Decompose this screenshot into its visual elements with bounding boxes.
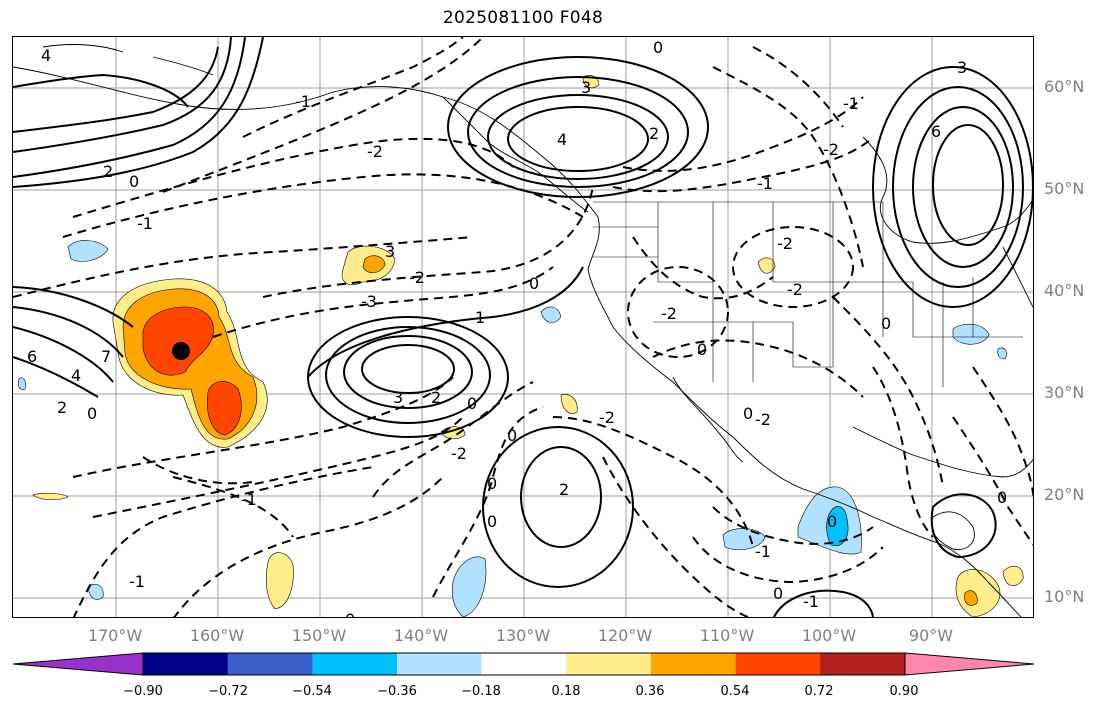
colorbar-segment <box>312 653 398 675</box>
contour-label: 2 <box>103 162 113 181</box>
contour-label: -2 <box>755 410 771 429</box>
colorbar-tick-label: −0.36 <box>377 684 417 699</box>
lat-label-10n: 10°N <box>1044 587 1085 606</box>
contour-label: -2 <box>661 304 677 323</box>
contour-label: -2 <box>409 268 425 287</box>
colorbar-segment <box>905 653 1034 675</box>
lon-label-160w: 160°W <box>189 626 245 645</box>
contour-label: 2 <box>649 124 659 143</box>
contour-label: 0 <box>529 274 539 293</box>
contour-label: 0 <box>87 404 97 423</box>
contour-label: 0 <box>345 610 355 618</box>
contour-label: 3 <box>385 242 395 261</box>
colorbar-segment <box>481 653 567 675</box>
colorbar <box>12 652 1035 676</box>
contour-label: -2 <box>777 234 793 253</box>
colorbar-segment <box>397 653 483 675</box>
colorbar-tick-label: 0.72 <box>804 684 834 699</box>
contour-label: -2 <box>367 142 383 161</box>
colorbar-segment <box>651 653 737 675</box>
colorbar-tick-label: 0.36 <box>635 684 665 699</box>
colorbar-tick-label: −0.72 <box>208 684 248 699</box>
coastlines <box>13 44 1033 617</box>
contours-dashed <box>13 37 1033 617</box>
colorbar-segment <box>13 653 143 675</box>
contour-label: 4 <box>557 130 567 149</box>
contours-solid <box>13 37 1033 617</box>
contour-label: -2 <box>599 408 615 427</box>
colorbar-segment <box>820 653 906 675</box>
contour-label: 0 <box>881 314 891 333</box>
contour-label: 2 <box>559 480 569 499</box>
contour-label: -1 <box>757 174 773 193</box>
colorbar-tick-label: −0.90 <box>123 684 163 699</box>
colorbar-tick-label: 0.90 <box>889 684 919 699</box>
contour-label: 0 <box>827 512 837 531</box>
colorbar-segments <box>13 653 1034 675</box>
contour-label: 2 <box>431 388 441 407</box>
contour-label: -1 <box>241 490 257 509</box>
lon-label-100w: 100°W <box>801 626 857 645</box>
contour-label: 0 <box>487 474 497 493</box>
state-borders <box>593 201 1023 387</box>
colorbar-tick-label: 0.18 <box>551 684 581 699</box>
contour-label: 2 <box>57 398 67 417</box>
contour-label: -1 <box>295 92 311 111</box>
contour-label: 3 <box>393 388 403 407</box>
contour-label: 7 <box>101 347 111 366</box>
contour-label: 0 <box>997 488 1007 507</box>
contour-label: -1 <box>843 94 859 113</box>
contour-label-group: 4 2 0 -1 -2 0 2 4 3 0 -2 -3 -1 -2 3 6 3 … <box>27 38 1007 618</box>
contour-label: 0 <box>129 172 139 191</box>
contour-label: 4 <box>41 46 51 65</box>
contour-label: -2 <box>787 280 803 299</box>
lat-label-40n: 40°N <box>1044 281 1085 300</box>
colorbar-tick-label: 0.54 <box>720 684 750 699</box>
colorbar-segment <box>566 653 652 675</box>
lat-label-20n: 20°N <box>1044 485 1085 504</box>
colorbar-frame <box>142 652 906 676</box>
contour-label: 6 <box>931 122 941 141</box>
colorbar-segment <box>735 653 821 675</box>
contour-label: 1 <box>475 308 485 327</box>
contour-label: 3 <box>581 78 591 97</box>
contour-label: 0 <box>487 512 497 531</box>
contour-label: -1 <box>755 542 771 561</box>
contour-label: 0 <box>697 340 707 359</box>
contour-label: -1 <box>803 592 819 611</box>
map-title: 2025081100 F048 <box>442 8 604 28</box>
contour-label: 0 <box>743 404 753 423</box>
contour-label: 0 <box>773 584 783 603</box>
colorbar-segment <box>227 653 313 675</box>
contour-label: -2 <box>451 444 467 463</box>
lon-label-170w: 170°W <box>87 626 143 645</box>
shading-positive <box>32 75 1024 617</box>
contour-label: 0 <box>507 426 517 445</box>
lon-label-110w: 110°W <box>699 626 755 645</box>
lon-label-120w: 120°W <box>597 626 653 645</box>
lat-label-50n: 50°N <box>1044 179 1085 198</box>
contour-label: 0 <box>467 394 477 413</box>
lat-label-30n: 30°N <box>1044 383 1085 402</box>
contour-label: -1 <box>137 214 153 233</box>
map-panel[interactable]: 4 2 0 -1 -2 0 2 4 3 0 -2 -3 -1 -2 3 6 3 … <box>12 36 1034 618</box>
colorbar-segment <box>143 653 229 675</box>
lon-label-90w: 90°W <box>908 626 954 645</box>
lon-label-130w: 130°W <box>495 626 551 645</box>
map-canvas: 4 2 0 -1 -2 0 2 4 3 0 -2 -3 -1 -2 3 6 3 … <box>13 37 1033 618</box>
contour-label: 3 <box>957 58 967 77</box>
contour-label: -2 <box>823 140 839 159</box>
contour-label: -3 <box>361 292 377 311</box>
contour-label: -1 <box>129 572 145 591</box>
storm-center-marker <box>172 342 190 360</box>
lon-label-150w: 150°W <box>291 626 347 645</box>
contour-label: 6 <box>27 347 37 366</box>
contour-label: 0 <box>653 38 663 57</box>
lon-label-140w: 140°W <box>393 626 449 645</box>
shading-negative <box>17 240 1007 617</box>
colorbar-tick-label: −0.54 <box>292 684 332 699</box>
lat-label-60n: 60°N <box>1044 77 1085 96</box>
colorbar-tick-label: −0.18 <box>461 684 501 699</box>
contour-label: 4 <box>71 366 81 385</box>
